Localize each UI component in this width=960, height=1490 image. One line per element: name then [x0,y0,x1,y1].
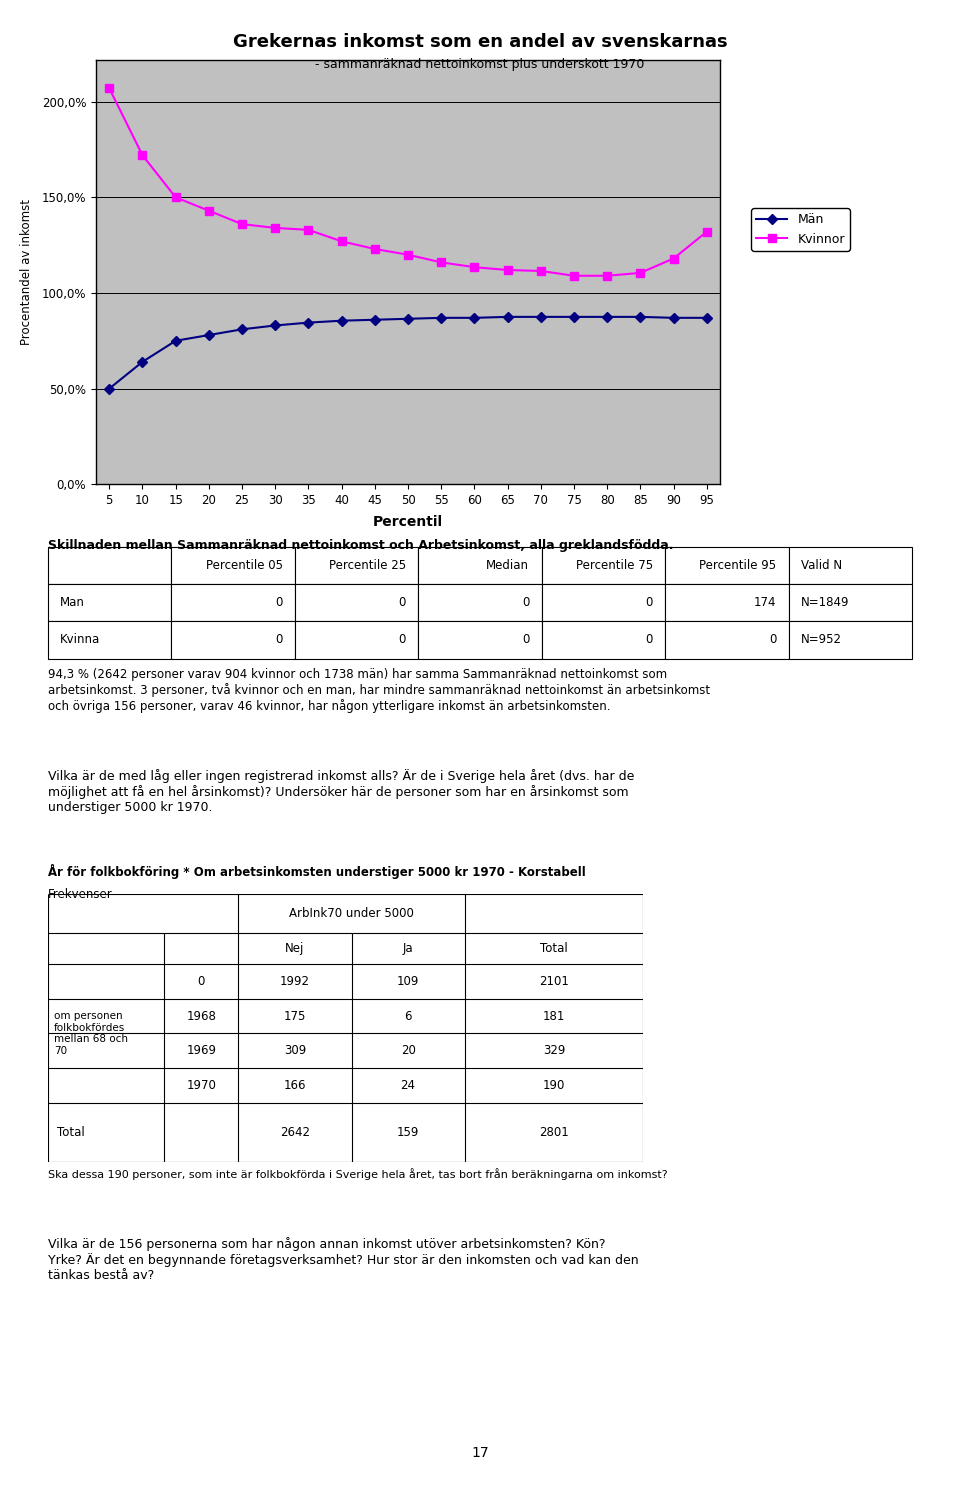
Text: 1968: 1968 [186,1010,216,1022]
Legend: Män, Kvinnor: Män, Kvinnor [752,209,850,250]
Text: 2801: 2801 [540,1126,568,1140]
Text: Total: Total [540,942,567,955]
Text: 17: 17 [471,1447,489,1460]
Text: 94,3 % (2642 personer varav 904 kvinnor och 1738 män) har samma Sammanräknad net: 94,3 % (2642 personer varav 904 kvinnor … [48,668,710,712]
Text: 20: 20 [400,1044,416,1058]
Text: 24: 24 [400,1079,416,1092]
Text: 329: 329 [542,1044,565,1058]
Text: Vilka är de med låg eller ingen registrerad inkomst alls? Är de i Sverige hela å: Vilka är de med låg eller ingen registre… [48,769,635,814]
Text: 190: 190 [542,1079,565,1092]
Text: 175: 175 [284,1010,306,1022]
Text: År för folkbokföring * Om arbetsinkomsten understiger 5000 kr 1970 - Korstabell: År för folkbokföring * Om arbetsinkomste… [48,864,586,879]
Text: 2101: 2101 [539,974,569,988]
Text: Ja: Ja [403,942,414,955]
Text: 309: 309 [284,1044,306,1058]
Text: - sammanräknad nettoinkomst plus underskott 1970: - sammanräknad nettoinkomst plus undersk… [315,58,645,72]
Y-axis label: Procentandel av inkomst: Procentandel av inkomst [20,200,34,344]
Text: 2642: 2642 [280,1126,310,1140]
Text: Skillnaden mellan Sammanräknad nettoinkomst och Arbetsinkomst, alla greklandsföd: Skillnaden mellan Sammanräknad nettoinko… [48,539,674,553]
Text: 6: 6 [404,1010,412,1022]
Text: om personen
folkbokfördes
mellan 68 och
70: om personen folkbokfördes mellan 68 och … [54,1012,128,1056]
Text: Ska dessa 190 personer, som inte är folkbokförda i Sverige hela året, tas bort f: Ska dessa 190 personer, som inte är folk… [48,1168,667,1180]
X-axis label: Percentil: Percentil [372,516,444,529]
Text: Vilka är de 156 personerna som har någon annan inkomst utöver arbetsinkomsten? K: Vilka är de 156 personerna som har någon… [48,1237,638,1281]
Text: 181: 181 [542,1010,565,1022]
Text: 166: 166 [284,1079,306,1092]
Text: Frekvenser: Frekvenser [48,888,112,901]
Text: 1970: 1970 [186,1079,216,1092]
Text: 1992: 1992 [280,974,310,988]
Text: 159: 159 [396,1126,420,1140]
Text: Nej: Nej [285,942,304,955]
Text: 109: 109 [396,974,420,988]
Text: 1969: 1969 [186,1044,216,1058]
Text: Total: Total [57,1126,84,1140]
Text: ArbInk70 under 5000: ArbInk70 under 5000 [289,907,414,919]
Text: Grekernas inkomst som en andel av svenskarnas: Grekernas inkomst som en andel av svensk… [232,33,728,51]
Text: 0: 0 [198,974,204,988]
